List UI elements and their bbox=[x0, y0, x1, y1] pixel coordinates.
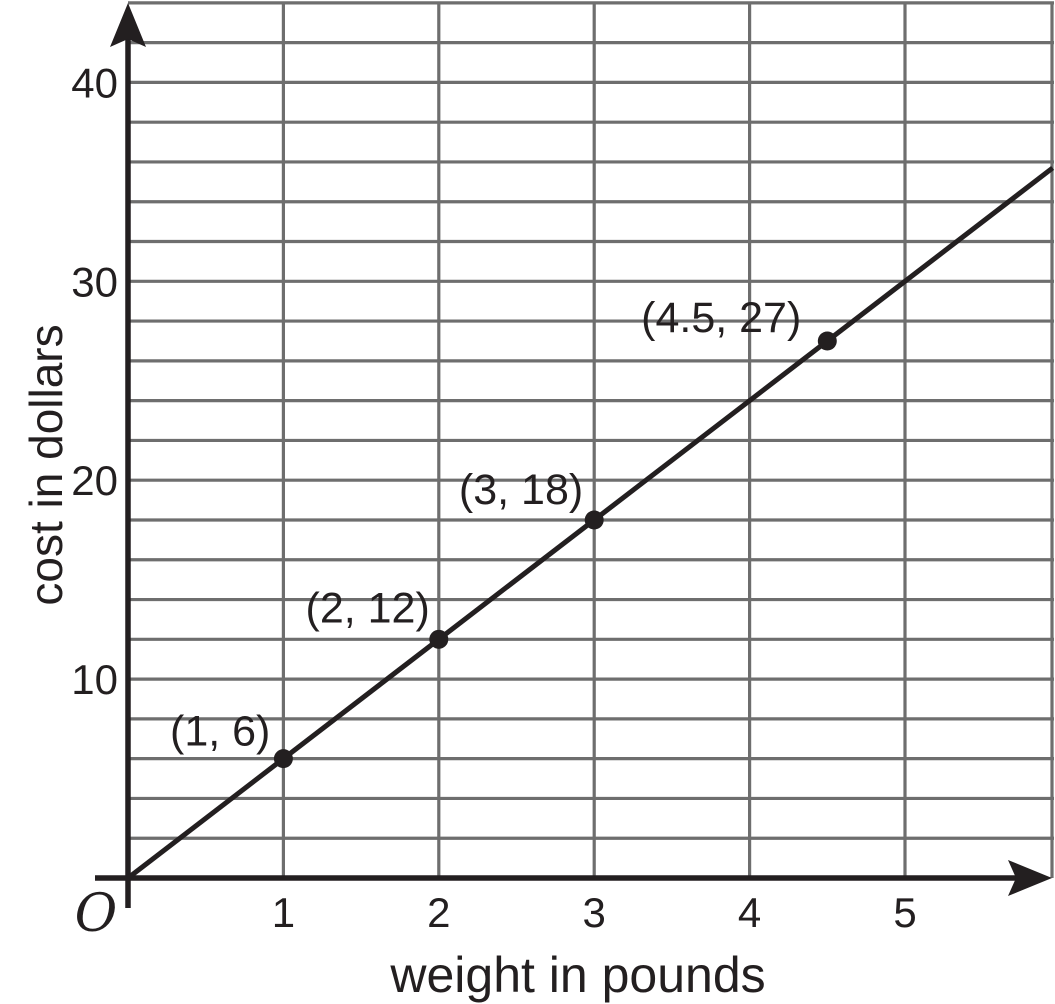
y-tick-label: 30 bbox=[71, 258, 118, 305]
axes bbox=[95, 3, 1052, 908]
x-axis-title: weight in pounds bbox=[389, 947, 765, 1003]
origin-label: O bbox=[75, 884, 118, 944]
point-labels: (1, 6) (2, 12) (3, 18) (4.5, 27) bbox=[170, 294, 801, 756]
gridlines bbox=[128, 1, 1054, 878]
point-label: (4.5, 27) bbox=[641, 294, 801, 342]
y-axis-arrowhead-icon bbox=[110, 3, 146, 47]
y-axis-title: cost in dollars bbox=[20, 324, 72, 605]
x-tick-label: 4 bbox=[738, 889, 761, 936]
data-point bbox=[273, 749, 293, 769]
y-tick-label: 20 bbox=[71, 457, 118, 504]
x-tick-label: 5 bbox=[893, 889, 916, 936]
y-tick-label: 40 bbox=[71, 59, 118, 106]
x-tick-label: 3 bbox=[583, 889, 606, 936]
plotted-line-and-points bbox=[126, 165, 1055, 880]
x-axis-arrowhead-icon bbox=[1008, 860, 1052, 896]
data-point bbox=[429, 629, 449, 649]
point-label: (2, 12) bbox=[306, 584, 430, 632]
point-label: (1, 6) bbox=[170, 708, 270, 756]
tick-labels: 1 2 3 4 5 10 20 30 40 bbox=[71, 59, 916, 936]
y-tick-label: 10 bbox=[71, 656, 118, 703]
point-label: (3, 18) bbox=[459, 466, 583, 514]
data-point bbox=[817, 331, 837, 351]
data-point bbox=[584, 510, 604, 530]
x-tick-label: 2 bbox=[427, 889, 450, 936]
x-tick-label: 1 bbox=[272, 889, 295, 936]
